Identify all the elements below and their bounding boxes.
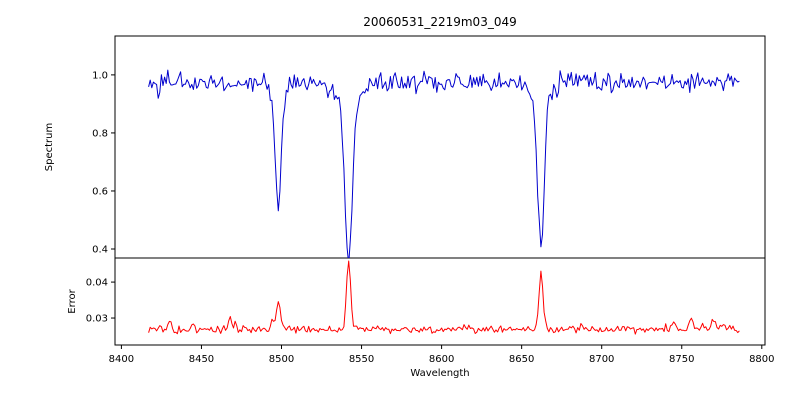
error-panel-frame bbox=[114, 257, 766, 346]
x-tick-label: 8600 bbox=[429, 354, 454, 365]
x-tick-label: 8800 bbox=[749, 354, 774, 365]
error-y-tick-label: 0.03 bbox=[86, 314, 108, 325]
spectrum-panel-frame bbox=[114, 35, 766, 259]
spectrum-axis-label: Spectrum bbox=[44, 123, 55, 171]
x-tick-label: 8450 bbox=[189, 354, 214, 365]
spectrum-y-tick-label: 0.8 bbox=[92, 128, 108, 139]
spectrum-y-tick-label: 1.0 bbox=[92, 70, 108, 81]
spectrum-y-tick-label: 0.4 bbox=[92, 245, 108, 256]
error-y-axis-ticks: 0.03 0.04 bbox=[86, 278, 115, 325]
error-line bbox=[148, 260, 740, 335]
x-tick-label: 8750 bbox=[669, 354, 694, 365]
spectrum-y-tick-label: 0.6 bbox=[92, 186, 108, 197]
x-axis-ticks: 8400 8450 8500 8550 8600 8650 8700 8750 8800 bbox=[109, 345, 775, 365]
error-axis-label: Error bbox=[67, 288, 78, 313]
x-tick-label: 8400 bbox=[109, 354, 134, 365]
x-tick-label: 8550 bbox=[349, 354, 374, 365]
spectrum-y-axis-ticks: 0.4 0.6 0.8 1.0 bbox=[92, 70, 115, 256]
x-axis-label: Wavelength bbox=[410, 368, 469, 379]
x-tick-label: 8650 bbox=[509, 354, 534, 365]
error-y-tick-label: 0.04 bbox=[86, 278, 108, 289]
spectrum-line bbox=[148, 69, 740, 258]
x-tick-label: 8500 bbox=[269, 354, 294, 365]
plot-title: 20060531_2219m03_049 bbox=[363, 15, 516, 29]
x-tick-label: 8700 bbox=[589, 354, 614, 365]
